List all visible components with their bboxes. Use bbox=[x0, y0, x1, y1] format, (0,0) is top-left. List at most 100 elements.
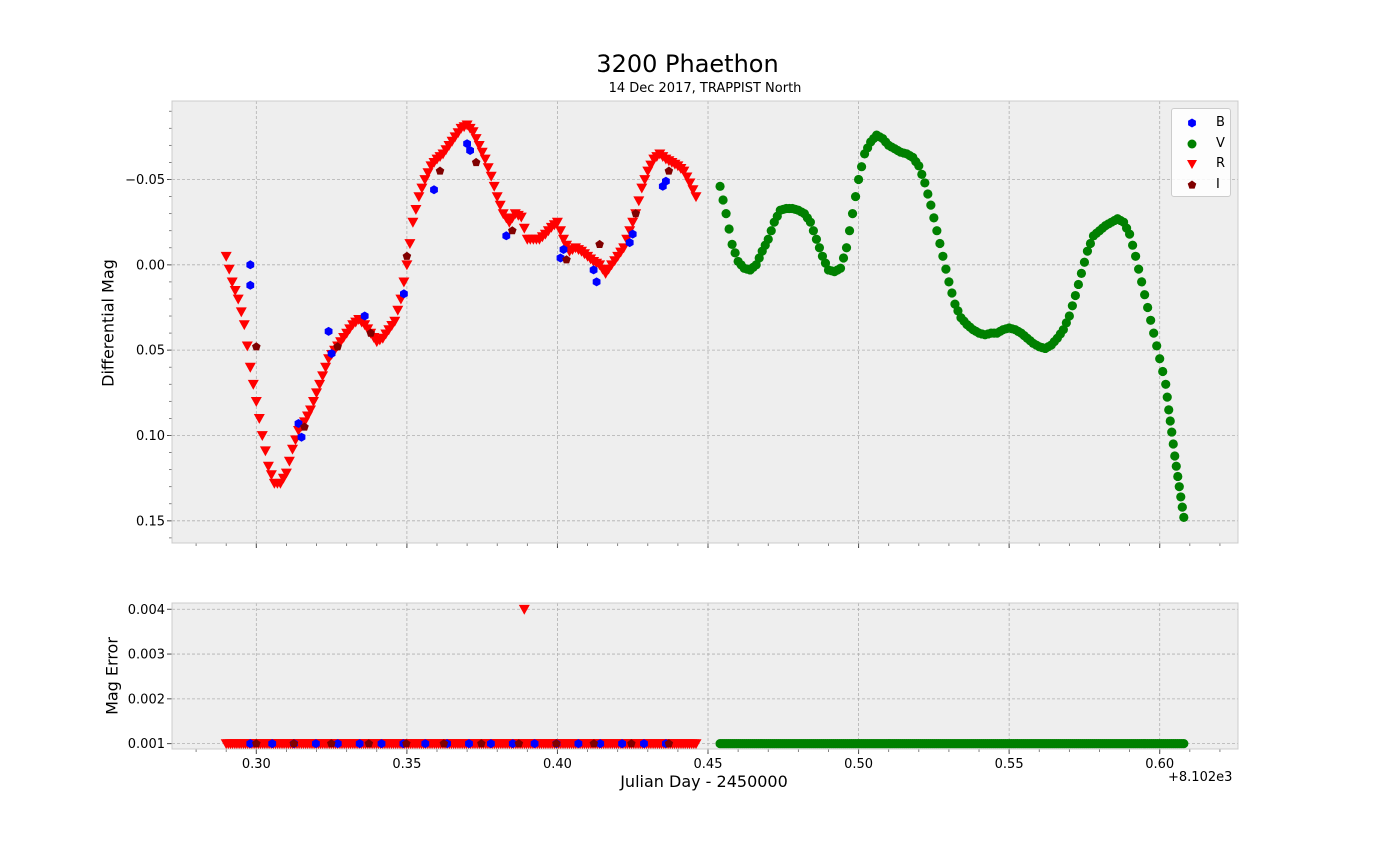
data-point-i bbox=[627, 739, 636, 748]
data-point-r bbox=[256, 431, 268, 441]
data-point-b bbox=[589, 265, 598, 275]
data-point-r bbox=[247, 379, 259, 390]
y-tick-label: 0.001 bbox=[128, 737, 165, 752]
data-point-b bbox=[463, 139, 471, 149]
data-point-v bbox=[1152, 341, 1162, 351]
data-point-v bbox=[1162, 392, 1172, 402]
legend-marker-shape bbox=[1187, 139, 1197, 149]
data-point-r bbox=[223, 264, 235, 275]
legend-label-r: R bbox=[1216, 156, 1226, 171]
data-point-r bbox=[555, 226, 566, 237]
series-r bbox=[220, 120, 702, 489]
data-point-b bbox=[640, 739, 648, 749]
data-point-v bbox=[1134, 264, 1144, 274]
data-point-r bbox=[467, 127, 479, 138]
data-point-b bbox=[592, 277, 601, 287]
data-point-v bbox=[838, 253, 849, 263]
legend-entry-b: B bbox=[1172, 112, 1230, 132]
data-point-r bbox=[404, 239, 416, 249]
data-point-b bbox=[297, 432, 306, 442]
data-point-b bbox=[618, 739, 626, 749]
data-point-r bbox=[491, 192, 503, 203]
data-point-v bbox=[1161, 379, 1171, 389]
data-point-v bbox=[938, 251, 948, 261]
data-point-b bbox=[246, 739, 255, 749]
x-tick-label: 0.55 bbox=[995, 757, 1024, 772]
data-point-r bbox=[690, 192, 702, 203]
data-point-v bbox=[847, 209, 858, 219]
chart-title: 3200 Phaethon bbox=[596, 50, 779, 78]
data-point-r bbox=[253, 414, 265, 424]
data-point-v bbox=[1137, 277, 1147, 287]
data-point-v bbox=[923, 189, 933, 199]
data-point-v bbox=[1146, 315, 1156, 325]
data-point-v bbox=[715, 181, 725, 191]
data-point-r bbox=[229, 286, 241, 296]
data-point-v bbox=[1170, 451, 1180, 461]
x-tick-label: 0.30 bbox=[242, 757, 271, 772]
data-point-r bbox=[479, 154, 491, 165]
series-i bbox=[252, 157, 674, 431]
data-point-i bbox=[252, 739, 261, 748]
data-point-r bbox=[407, 217, 419, 228]
y-tick-label: 0.10 bbox=[136, 429, 165, 444]
data-point-i bbox=[439, 739, 449, 748]
data-point-v bbox=[1082, 246, 1093, 256]
data-point-i bbox=[402, 251, 412, 260]
data-point-r bbox=[681, 172, 693, 183]
data-point-v bbox=[929, 213, 939, 223]
data-point-r bbox=[320, 362, 332, 373]
data-point-v bbox=[1171, 461, 1181, 471]
plot-frame bbox=[171, 100, 1239, 544]
legend-entry-r: R bbox=[1172, 153, 1230, 173]
data-point-v bbox=[844, 226, 855, 236]
x-axis-label: Julian Day - 2450000 bbox=[620, 772, 788, 791]
y-tick-label: 0.15 bbox=[136, 514, 165, 529]
data-point-b bbox=[465, 739, 473, 749]
data-point-v bbox=[1070, 290, 1080, 301]
data-point-i bbox=[664, 166, 674, 175]
data-point-r bbox=[262, 461, 274, 472]
data-point-r bbox=[410, 205, 422, 215]
data-point-v bbox=[1124, 229, 1135, 239]
data-point-b bbox=[421, 739, 430, 749]
data-point-b bbox=[430, 185, 438, 195]
data-point-v bbox=[1064, 311, 1074, 321]
data-point-v bbox=[941, 264, 951, 274]
data-point-v bbox=[814, 243, 825, 253]
legend-label-v: V bbox=[1216, 136, 1225, 151]
data-point-b bbox=[246, 260, 255, 270]
data-point-r bbox=[419, 175, 431, 185]
data-point-v bbox=[1128, 240, 1138, 250]
data-point-r bbox=[518, 223, 530, 234]
legend-marker-i bbox=[1187, 180, 1197, 189]
data-point-v bbox=[917, 169, 927, 179]
data-point-r bbox=[639, 175, 651, 185]
data-point-b bbox=[360, 311, 369, 321]
data-point-r bbox=[476, 147, 488, 158]
data-point-r bbox=[470, 134, 482, 144]
data-point-r bbox=[317, 371, 329, 382]
data-point-r bbox=[250, 397, 262, 407]
data-point-b bbox=[508, 739, 517, 749]
data-point-r bbox=[235, 307, 247, 318]
data-point-r bbox=[551, 217, 563, 228]
y-axis-label-bottom: Mag Error bbox=[102, 637, 122, 715]
data-point-b bbox=[327, 349, 336, 359]
data-point-i bbox=[333, 342, 342, 351]
data-point-r bbox=[226, 277, 238, 288]
series-v bbox=[715, 739, 1189, 749]
data-point-r bbox=[485, 171, 497, 182]
data-point-r bbox=[621, 234, 633, 245]
data-point-r bbox=[515, 212, 527, 223]
data-point-v bbox=[808, 226, 819, 236]
data-point-v bbox=[926, 200, 936, 210]
data-point-r bbox=[687, 185, 699, 196]
data-point-v bbox=[1067, 301, 1077, 311]
data-point-v bbox=[1158, 366, 1168, 377]
data-point-r bbox=[633, 196, 645, 207]
data-point-v bbox=[1073, 279, 1084, 290]
data-point-b bbox=[246, 280, 255, 290]
data-point-b bbox=[596, 739, 605, 749]
